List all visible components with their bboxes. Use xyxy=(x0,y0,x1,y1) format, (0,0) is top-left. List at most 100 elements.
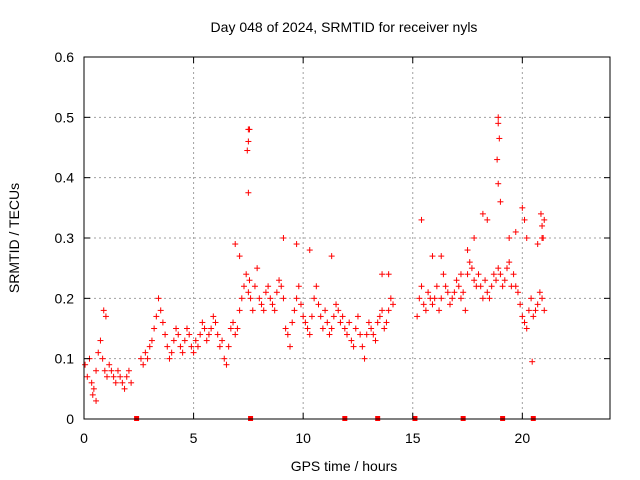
data-point xyxy=(457,271,464,278)
data-point xyxy=(447,301,454,308)
data-point xyxy=(529,358,536,365)
data-point xyxy=(517,301,524,308)
data-point xyxy=(137,355,144,362)
data-point xyxy=(208,325,215,332)
data-point xyxy=(464,247,471,254)
data-point xyxy=(306,247,313,254)
data-point xyxy=(497,198,504,205)
data-point xyxy=(495,180,502,187)
data-point xyxy=(203,337,210,344)
data-point xyxy=(523,325,530,332)
y-tick-label: 0.3 xyxy=(55,230,75,246)
data-point xyxy=(166,355,173,362)
data-point xyxy=(197,331,204,338)
data-point xyxy=(376,313,383,320)
data-point xyxy=(488,283,495,290)
data-point xyxy=(232,241,239,248)
data-point xyxy=(190,349,197,356)
data-point xyxy=(164,343,171,350)
data-point xyxy=(287,343,294,350)
data-point xyxy=(381,325,388,332)
data-point xyxy=(95,349,102,356)
data-point xyxy=(482,277,489,284)
data-point xyxy=(534,301,541,308)
x-axis-label: GPS time / hours xyxy=(291,458,398,474)
data-point xyxy=(93,397,100,404)
y-tick-label: 0.2 xyxy=(55,290,75,306)
data-point xyxy=(244,147,251,154)
y-axis-label: SRMTID / TECUs xyxy=(6,183,22,293)
data-point xyxy=(280,235,287,241)
data-point xyxy=(475,271,482,278)
grid xyxy=(84,57,610,419)
data-point xyxy=(433,283,440,290)
data-point xyxy=(267,295,274,302)
data-point xyxy=(468,265,475,272)
data-point xyxy=(539,295,546,302)
data-point xyxy=(539,222,546,229)
data-point xyxy=(278,283,285,290)
data-point xyxy=(221,355,228,362)
data-point xyxy=(540,235,547,241)
data-point xyxy=(363,331,370,338)
data-point xyxy=(155,295,162,302)
data-point xyxy=(390,301,397,308)
data-point xyxy=(379,271,386,278)
data-point xyxy=(344,331,350,338)
data-point xyxy=(422,307,429,314)
data-point xyxy=(414,313,421,320)
data-point xyxy=(295,283,302,290)
data-point xyxy=(495,120,502,127)
data-point xyxy=(214,331,221,338)
data-point xyxy=(457,295,464,302)
data-point xyxy=(99,355,106,362)
x-tick-label: 20 xyxy=(515,430,531,446)
data-point xyxy=(514,289,521,296)
data-point xyxy=(238,295,245,302)
y-axis-ticks: 0 0.1 0.2 0.3 0.4 0.5 0.6 xyxy=(55,49,610,427)
data-point xyxy=(471,235,478,241)
data-point xyxy=(276,277,283,284)
data-point xyxy=(173,325,180,332)
data-point xyxy=(453,277,460,284)
data-point xyxy=(438,253,445,260)
data-point xyxy=(322,307,329,314)
data-point xyxy=(260,307,267,314)
data-point xyxy=(128,379,135,386)
data-point xyxy=(146,343,153,350)
data-point xyxy=(192,337,199,344)
data-point xyxy=(201,325,208,332)
data-point xyxy=(284,331,291,338)
y-tick-label: 0.4 xyxy=(55,170,75,186)
chart-title: Day 048 of 2024, SRMTID for receiver nyl… xyxy=(211,19,478,35)
data-point xyxy=(90,385,97,392)
data-point xyxy=(93,367,100,374)
data-point xyxy=(341,325,348,332)
data-point xyxy=(333,301,340,308)
data-point xyxy=(269,301,276,308)
data-point xyxy=(181,337,188,344)
data-point xyxy=(110,373,117,380)
data-point xyxy=(256,295,263,302)
data-point xyxy=(219,337,226,344)
data-point xyxy=(89,391,96,398)
data-point xyxy=(416,295,423,302)
data-point xyxy=(372,337,379,344)
data-point xyxy=(523,235,530,241)
data-point xyxy=(506,235,513,241)
data-point xyxy=(387,295,394,302)
data-point xyxy=(232,331,239,338)
data-point xyxy=(477,283,484,290)
data-point xyxy=(101,367,108,374)
data-point xyxy=(177,343,184,350)
data-points xyxy=(82,114,548,404)
data-point xyxy=(157,307,164,314)
data-point xyxy=(436,307,443,314)
data-point xyxy=(506,259,513,266)
data-point xyxy=(418,283,425,290)
data-point xyxy=(291,307,298,314)
data-point xyxy=(97,337,104,344)
data-point xyxy=(328,325,335,332)
data-point xyxy=(383,319,390,326)
data-point xyxy=(486,295,493,302)
